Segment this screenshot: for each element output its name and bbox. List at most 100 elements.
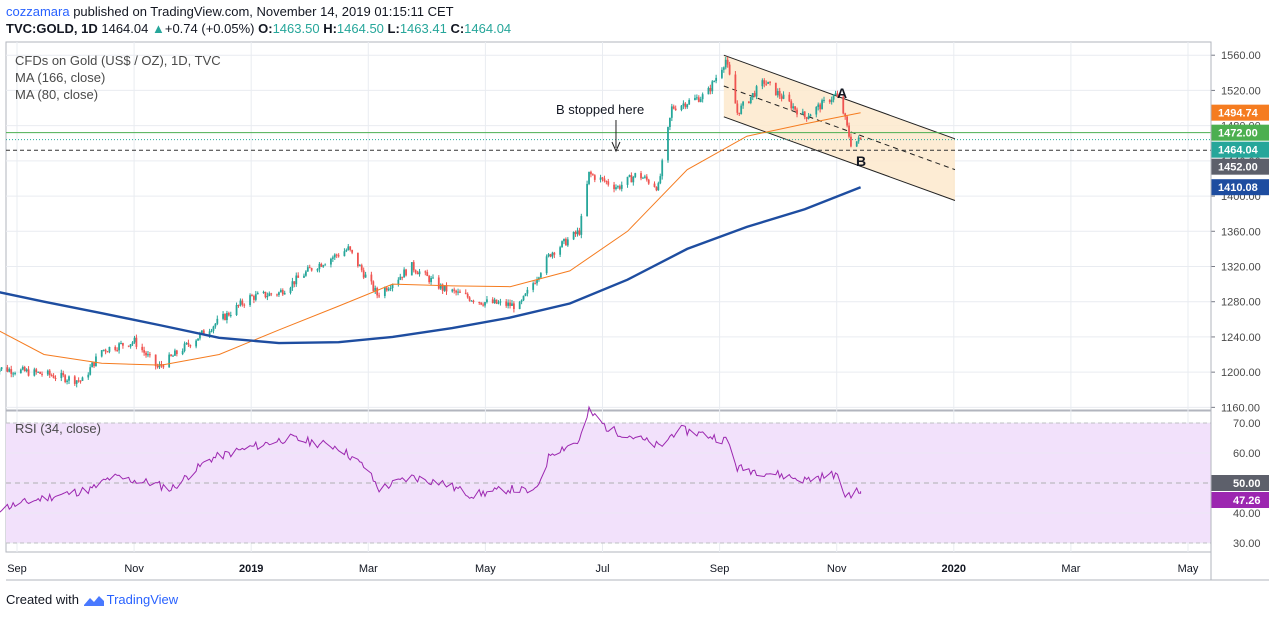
candle-body bbox=[855, 141, 858, 147]
price-tick-label: 1360.00 bbox=[1221, 226, 1261, 238]
candle-body bbox=[187, 342, 190, 345]
candle-body bbox=[565, 238, 567, 246]
candle-body bbox=[480, 302, 483, 305]
candle-body bbox=[418, 271, 421, 275]
candle-body bbox=[102, 349, 105, 351]
candle-body bbox=[507, 302, 510, 306]
candle-body bbox=[707, 87, 710, 95]
candle-body bbox=[859, 137, 862, 139]
candle-body bbox=[268, 293, 271, 297]
candle-body bbox=[370, 274, 373, 282]
candle-body bbox=[726, 59, 729, 65]
candle-body bbox=[803, 111, 806, 118]
candle-body bbox=[832, 95, 835, 100]
candle-body bbox=[345, 249, 348, 252]
candle-body bbox=[761, 80, 764, 87]
candle-body bbox=[210, 330, 213, 332]
candle-body bbox=[95, 356, 97, 367]
candle-body bbox=[168, 354, 171, 368]
candle-body bbox=[378, 295, 380, 297]
candle-body bbox=[73, 376, 76, 384]
author-link[interactable]: cozzamara bbox=[6, 4, 70, 19]
x-tick-label: Sep bbox=[710, 563, 730, 575]
candle-body bbox=[66, 380, 68, 382]
candle-body bbox=[358, 265, 361, 267]
candle-body bbox=[561, 241, 563, 248]
candle-body bbox=[279, 290, 282, 293]
candle-body bbox=[591, 174, 594, 176]
candle-body bbox=[174, 350, 176, 356]
candle-body bbox=[688, 100, 691, 105]
candle-body bbox=[599, 177, 602, 180]
ma166-line[interactable] bbox=[0, 186, 862, 345]
candle-body bbox=[711, 81, 714, 92]
candle-body bbox=[468, 297, 471, 301]
candle-body bbox=[27, 369, 30, 376]
candle-body bbox=[667, 127, 669, 161]
price-label-text: 1464.04 bbox=[1218, 145, 1259, 157]
x-axis: Sep Nov 2019 Mar May Jul Sep Nov 2020 Mar May bbox=[7, 42, 1199, 575]
candle-body bbox=[815, 107, 818, 115]
candle-body bbox=[520, 300, 523, 302]
candle-body bbox=[655, 187, 658, 191]
candle-body bbox=[659, 176, 662, 184]
price-pane[interactable] bbox=[5, 41, 1212, 411]
candle-body bbox=[491, 299, 494, 304]
x-tick-label: May bbox=[1178, 563, 1199, 575]
candle-body bbox=[122, 343, 124, 346]
price-label-text: 1472.00 bbox=[1218, 128, 1258, 140]
candle-body bbox=[412, 262, 415, 271]
candle-body bbox=[684, 103, 687, 108]
candle-body bbox=[181, 351, 184, 355]
arrow-down-icon bbox=[611, 141, 621, 153]
candle-body bbox=[79, 380, 82, 382]
candle-body bbox=[391, 284, 394, 289]
channel-lower-line[interactable] bbox=[723, 116, 956, 201]
candle-body bbox=[738, 112, 741, 114]
candle-body bbox=[694, 97, 696, 101]
publish-line: cozzamara published on TradingView.com, … bbox=[6, 4, 454, 19]
x-tick-label: Mar bbox=[1061, 563, 1080, 575]
candle-body bbox=[578, 230, 581, 235]
ma80-line[interactable] bbox=[0, 112, 861, 366]
candle-body bbox=[545, 256, 548, 274]
candle-body bbox=[256, 292, 259, 295]
candles[interactable] bbox=[0, 56, 862, 388]
candle-body bbox=[106, 351, 109, 353]
candle-body bbox=[306, 267, 309, 272]
candle-body bbox=[715, 77, 718, 82]
candle-body bbox=[428, 276, 431, 283]
candle-body bbox=[35, 369, 38, 373]
candle-body bbox=[780, 96, 783, 99]
rsi-line[interactable] bbox=[0, 405, 862, 513]
candle-body bbox=[830, 99, 833, 103]
high-label: H: bbox=[323, 21, 337, 36]
candle-body bbox=[722, 67, 725, 70]
candle-body bbox=[202, 330, 205, 335]
candle-body bbox=[776, 90, 779, 96]
candle-body bbox=[547, 254, 550, 257]
channel-fill[interactable] bbox=[723, 55, 955, 201]
ma166-legend: MA (166, close) bbox=[15, 70, 106, 85]
candle-body bbox=[316, 269, 319, 271]
candle-body bbox=[170, 354, 172, 356]
support-price-label: 1452.00 bbox=[1211, 158, 1269, 175]
candle-body bbox=[620, 184, 623, 189]
rsi-legend: RSI (34, close) bbox=[15, 421, 101, 436]
candle-body bbox=[172, 355, 174, 357]
candle-body bbox=[647, 179, 650, 184]
candle-body bbox=[426, 272, 429, 277]
tradingview-link[interactable]: TradingView bbox=[106, 592, 179, 607]
candle-body bbox=[251, 295, 253, 297]
channel-upper-line[interactable] bbox=[723, 54, 956, 140]
candle-body bbox=[87, 374, 90, 378]
candle-body bbox=[753, 93, 756, 97]
candle-body bbox=[574, 231, 577, 235]
candle-body bbox=[208, 331, 211, 335]
channel-mid-line[interactable] bbox=[723, 85, 956, 171]
candle-body bbox=[628, 175, 631, 177]
candle-body bbox=[41, 373, 43, 375]
candle-body bbox=[77, 380, 80, 382]
candle-body bbox=[114, 346, 117, 350]
